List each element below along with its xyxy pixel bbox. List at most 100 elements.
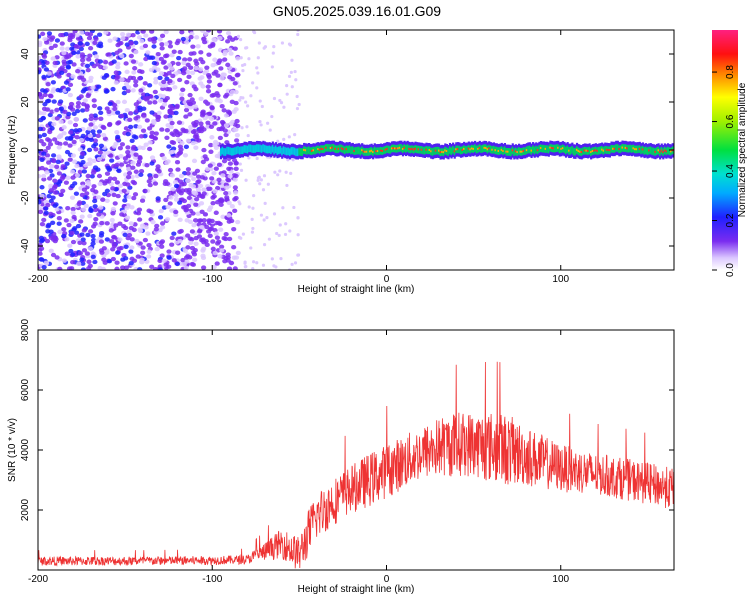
- heatmap-cell: [149, 264, 155, 270]
- heatmap-cell: [157, 98, 164, 103]
- heatmap-cell: [52, 60, 58, 66]
- heatmap-cell: [142, 237, 148, 243]
- heatmap-cell: [92, 40, 98, 45]
- heatmap-cell: [607, 148, 610, 151]
- heatmap-cell: [644, 146, 648, 155]
- heatmap-cell: [73, 128, 79, 133]
- heatmap-cell: [137, 69, 143, 74]
- heatmap-cell: [52, 178, 58, 183]
- heatmap-cell: [210, 246, 216, 252]
- heatmap-cell: [192, 171, 198, 176]
- heatmap-cell: [137, 124, 143, 130]
- heatmap-cell: [318, 148, 322, 151]
- heatmap-cell: [123, 256, 129, 261]
- heatmap-cell: [293, 261, 298, 265]
- heatmap-cell: [67, 266, 73, 270]
- heatmap-cell: [75, 36, 82, 41]
- heatmap-cell: [172, 85, 178, 90]
- heatmap-cell: [282, 137, 286, 141]
- heatmap-cell: [173, 197, 180, 202]
- heatmap-cell: [505, 150, 508, 153]
- heatmap-cell: [173, 110, 179, 116]
- snr-series-line: [38, 361, 674, 569]
- heatmap-cell: [270, 65, 274, 69]
- heatmap-cell: [591, 150, 595, 153]
- heatmap-cell: [83, 162, 89, 168]
- heatmap-cell: [422, 146, 425, 155]
- heatmap-cell: [194, 61, 200, 66]
- heatmap-cell: [138, 62, 144, 67]
- heatmap-cell: [87, 157, 93, 162]
- heatmap-cell: [234, 138, 240, 143]
- heatmap-cell: [199, 125, 205, 130]
- heatmap-cell: [90, 224, 97, 229]
- heatmap-cell: [638, 147, 642, 150]
- heatmap-cell: [159, 253, 165, 258]
- heatmap-cell: [619, 145, 623, 153]
- heatmap-cell: [295, 94, 299, 99]
- heatmap-cell: [266, 121, 270, 125]
- heatmap-cell: [255, 261, 259, 265]
- heatmap-cell: [49, 35, 56, 40]
- heatmap-cell: [96, 212, 102, 217]
- heatmap-cell: [217, 82, 223, 88]
- heatmap-cell: [185, 171, 191, 176]
- heatmap-cell: [97, 150, 103, 155]
- heatmap-cell: [279, 145, 282, 154]
- x-tick-label: -200: [28, 274, 48, 285]
- heatmap-cell: [219, 244, 225, 249]
- heatmap-cell: [133, 102, 139, 107]
- heatmap-cell: [483, 146, 486, 149]
- heatmap-cell: [237, 235, 242, 239]
- heatmap-cell: [92, 165, 99, 170]
- heatmap-cell: [198, 201, 205, 206]
- heatmap-cell: [172, 179, 179, 185]
- heatmap-cell: [114, 50, 120, 55]
- heatmap-cell: [63, 180, 69, 185]
- heatmap-cell: [486, 148, 489, 151]
- heatmap-cell: [171, 49, 177, 54]
- heatmap-cell: [233, 173, 239, 179]
- heatmap-cell: [517, 147, 521, 155]
- heatmap-cell: [263, 144, 267, 153]
- heatmap-cell: [227, 174, 233, 179]
- heatmap-cell: [121, 90, 127, 96]
- heatmap-cell: [83, 203, 89, 209]
- heatmap-cell: [225, 252, 231, 257]
- heatmap-cell: [135, 162, 142, 167]
- heatmap-cell: [154, 246, 160, 252]
- heatmap-cell: [130, 59, 137, 64]
- heatmap-cell: [175, 250, 181, 255]
- heatmap-cell: [206, 52, 212, 57]
- heatmap-cell: [67, 120, 73, 125]
- heatmap-cell: [156, 114, 162, 120]
- heatmap-cell: [92, 198, 98, 204]
- heatmap-cell: [48, 235, 54, 241]
- heatmap-cell: [121, 188, 127, 194]
- heatmap-cell: [336, 145, 339, 154]
- heatmap-cell: [241, 146, 245, 155]
- heatmap-cell: [191, 222, 197, 228]
- heatmap-cell: [535, 145, 538, 154]
- heatmap-cell: [267, 237, 271, 241]
- heatmap-cell: [111, 102, 118, 108]
- heatmap-cell: [613, 147, 616, 150]
- heatmap-cell: [80, 237, 86, 242]
- heatmap-cell: [185, 178, 191, 183]
- heatmap-cell: [646, 147, 649, 156]
- heatmap-cell: [48, 45, 54, 51]
- heatmap-cell: [119, 142, 126, 147]
- heatmap-cell: [120, 35, 126, 41]
- heatmap-cell: [288, 229, 292, 233]
- heatmap-cell: [125, 150, 131, 155]
- heatmap-cell: [641, 148, 645, 151]
- heatmap-cell: [431, 148, 434, 156]
- heatmap-cell: [453, 150, 457, 153]
- heatmap-cell: [255, 86, 259, 90]
- heatmap-cell: [155, 52, 161, 57]
- heatmap-cell: [263, 201, 267, 205]
- heatmap-cell: [272, 264, 276, 268]
- heatmap-cell: [70, 153, 77, 158]
- spectrogram-y-label: Frequency (Hz): [7, 116, 18, 185]
- heatmap-cell: [246, 104, 250, 108]
